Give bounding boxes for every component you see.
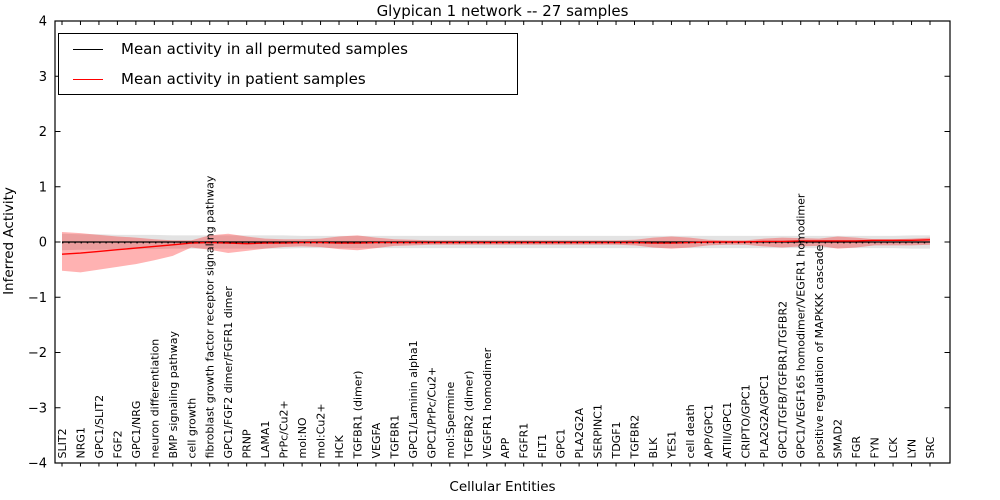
- y-tick-label: −4: [28, 457, 47, 472]
- x-tick-label: LCK: [887, 437, 900, 459]
- x-tick-label: NRG1: [74, 427, 87, 458]
- x-tick-label: GPC1/PrPc/Cu2+: [425, 367, 438, 459]
- x-tick-label: cell death: [684, 404, 697, 458]
- chart-title: Glypican 1 network -- 27 samples: [376, 2, 629, 20]
- x-tick-label: neuron differentiation: [148, 339, 161, 459]
- plot-border: [54, 20, 951, 464]
- x-tick-label: GPC1/TGFB/TGFBR1/TGFBR2: [776, 301, 789, 459]
- x-tick-label: PLA2G2A/GPC1: [758, 374, 771, 458]
- x-tick-label: SMAD2: [832, 419, 845, 458]
- y-tick-label: 3: [39, 70, 47, 85]
- legend-item-permuted: Mean activity in all permuted samples: [59, 34, 517, 64]
- x-tick-label: VEGFA: [370, 422, 383, 458]
- x-tick-label: TGFBR2 (dimer): [462, 371, 475, 460]
- y-axis-title: Inferred Activity: [1, 187, 17, 295]
- x-axis-title: Cellular Entities: [449, 479, 556, 495]
- legend: Mean activity in all permuted samples Me…: [58, 33, 518, 95]
- x-tick-label: BMP signaling pathway: [167, 331, 180, 459]
- x-tick-label: TGFBR1 (dimer): [351, 371, 364, 460]
- x-tick-label: GPC1/SLIT2: [93, 395, 106, 459]
- y-tick-label: −3: [28, 401, 47, 416]
- x-tick-label: SLIT2: [56, 428, 69, 458]
- legend-label-permuted: Mean activity in all permuted samples: [121, 39, 408, 58]
- x-tick-label: GPC1/FGF2 dimer/FGFR1 dimer: [222, 286, 235, 459]
- x-tick-label: VEGFR1 homodimer: [481, 347, 494, 458]
- x-tick-label: HCK: [333, 435, 346, 459]
- x-tick-label: GPC1/NRG: [130, 401, 143, 459]
- y-tick-label: 1: [39, 180, 47, 195]
- x-tick-label: YES1: [665, 431, 678, 460]
- x-tick-label: CRIPTO/GPC1: [739, 384, 752, 458]
- x-tick-label: LAMA1: [259, 421, 272, 459]
- x-tick-label: FGR: [850, 436, 863, 459]
- y-tick-label: −1: [28, 291, 47, 306]
- y-tick-label: 4: [39, 15, 47, 30]
- x-tick-label: GPC1/VEGF165 homodimer/VEGFR1 homodimer: [795, 193, 808, 458]
- legend-label-patient: Mean activity in patient samples: [121, 69, 366, 88]
- x-tick-label: SERPINC1: [592, 404, 605, 458]
- y-tick-label: 2: [39, 125, 47, 140]
- x-tick-label: FGF2: [111, 430, 124, 458]
- x-tick-label: TGFBR2: [629, 415, 642, 460]
- x-tick-label: positive regulation of MAPKKK cascade: [813, 244, 826, 458]
- x-tick-label: SRC: [924, 436, 937, 458]
- x-tick-label: mol:Cu2+: [315, 403, 328, 458]
- x-tick-label: PLA2G2A: [573, 407, 586, 458]
- x-tick-label: GPC1: [555, 429, 568, 459]
- x-tick-label: FYN: [869, 437, 882, 458]
- y-tick-label: 0: [39, 236, 47, 251]
- x-tick-label: FGFR1: [518, 423, 531, 459]
- x-tick-label: TDGF1: [610, 421, 623, 459]
- y-tick-label: −2: [28, 346, 47, 361]
- x-tick-label: PrPc/Cu2+: [278, 400, 291, 458]
- x-tick-label: FLT1: [536, 434, 549, 459]
- x-tick-label: BLK: [647, 437, 660, 459]
- x-tick-label: APP/GPC1: [702, 404, 715, 458]
- patient-line-swatch: [73, 78, 103, 80]
- x-tick-label: ATIII/GPC1: [721, 402, 734, 459]
- x-tick-label: mol:Spermine: [444, 381, 457, 458]
- x-tick-label: GPC1/Laminin alpha1: [407, 340, 420, 458]
- x-tick-label: fibroblast growth factor receptor signal…: [204, 175, 217, 458]
- permuted-line-swatch: [73, 48, 103, 50]
- x-tick-label: TGFBR1: [388, 415, 401, 460]
- x-tick-label: mol:NO: [296, 417, 309, 458]
- x-tick-label: cell growth: [185, 398, 198, 459]
- legend-item-patient: Mean activity in patient samples: [59, 64, 517, 94]
- x-tick-label: APP: [499, 437, 512, 458]
- x-tick-label: PRNP: [241, 429, 254, 459]
- x-tick-label: LYN: [906, 439, 919, 459]
